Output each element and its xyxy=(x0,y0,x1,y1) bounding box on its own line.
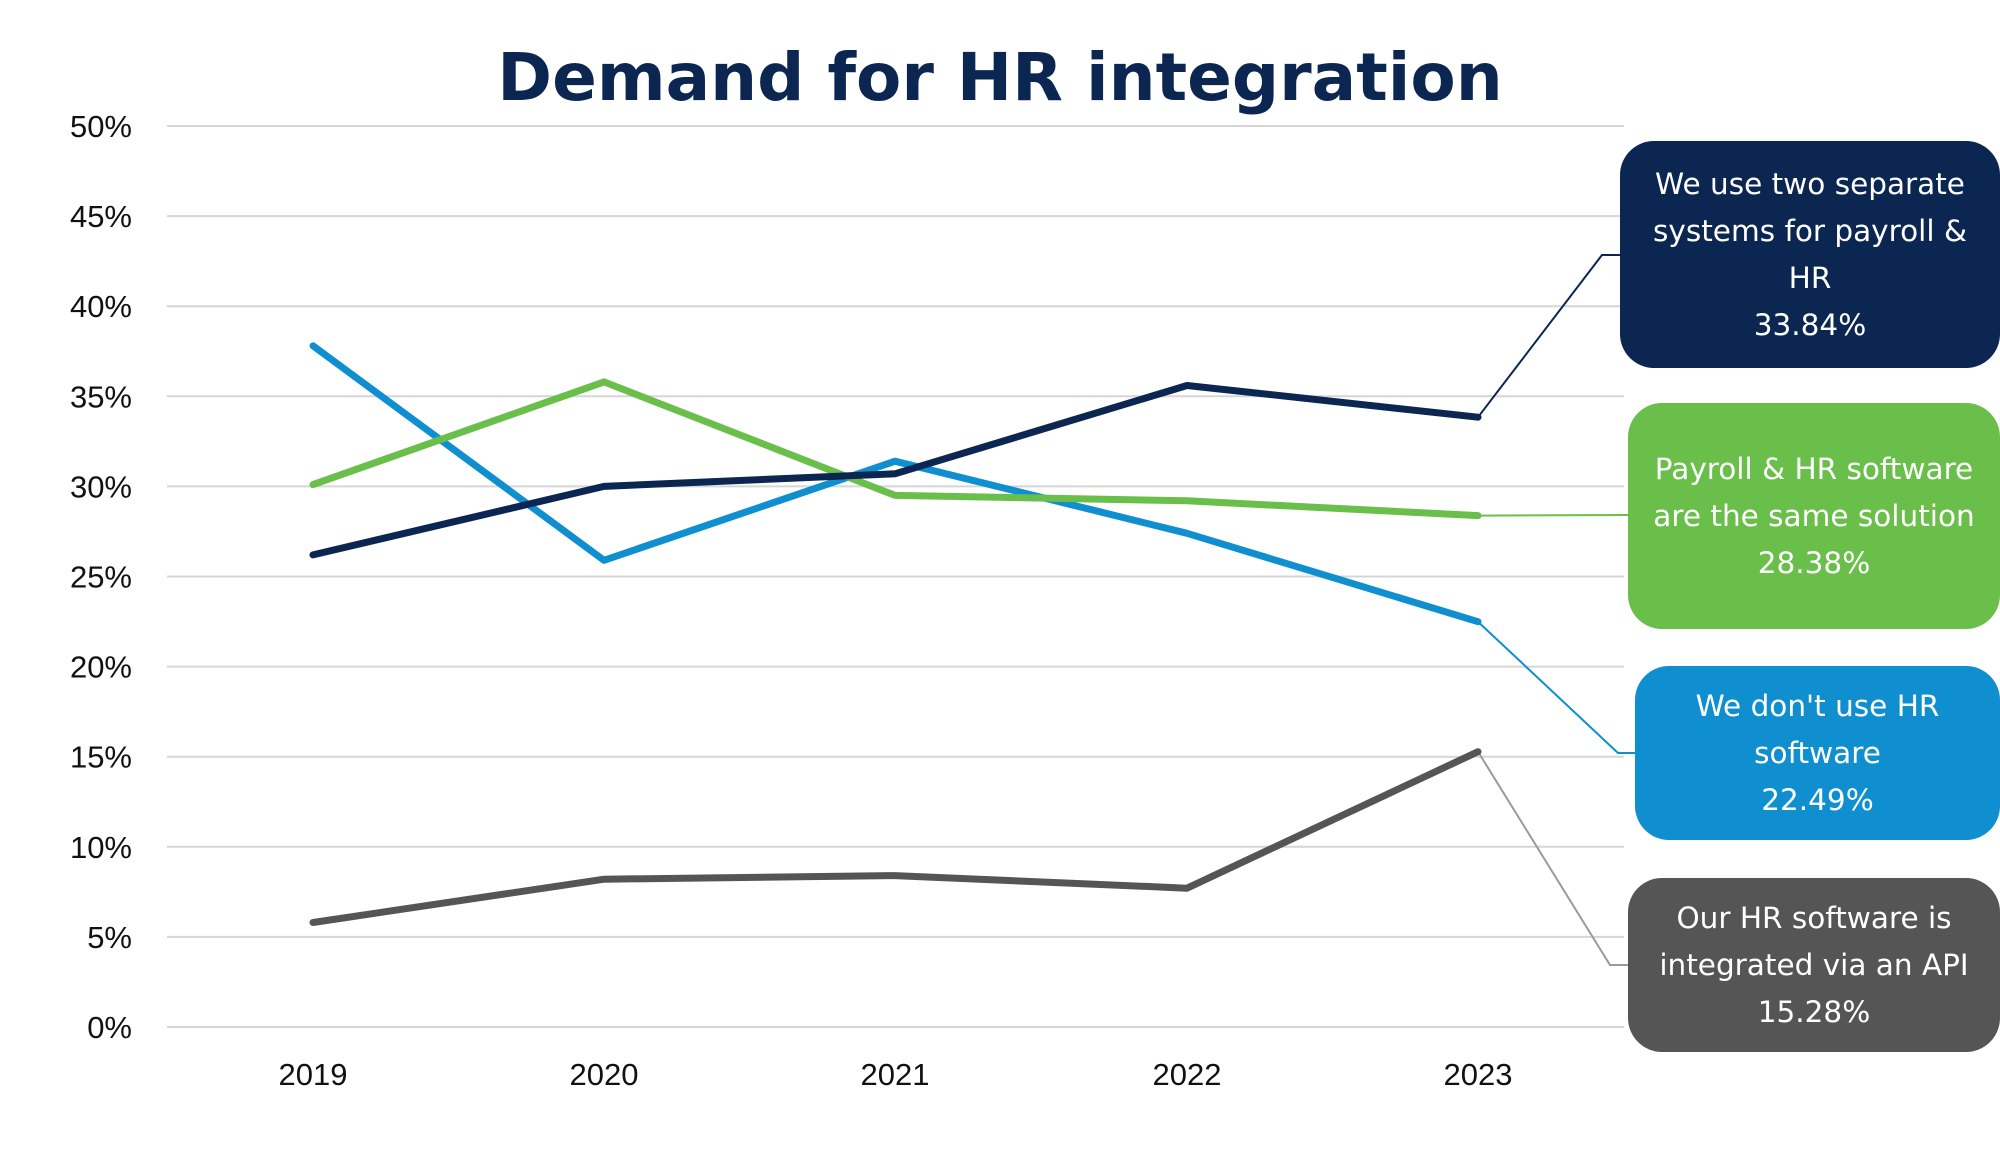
x-axis-tick-labels: 2019 2020 2021 2022 2023 xyxy=(279,1057,1513,1092)
series-value: 28.38% xyxy=(1757,545,1871,580)
callout-leader-line xyxy=(1477,514,1629,517)
series-value: 22.49% xyxy=(1761,782,1874,817)
y-tick-label: 50% xyxy=(70,109,132,144)
series-line xyxy=(309,382,1482,559)
y-tick-label: 15% xyxy=(70,740,132,775)
chart-title: Demand for HR integration xyxy=(497,39,1502,116)
y-tick-label: 45% xyxy=(70,199,132,234)
x-tick-label: 2021 xyxy=(861,1057,930,1092)
series-name: Payroll & HR software are the same solut… xyxy=(1653,451,1975,533)
series-line xyxy=(309,378,1482,520)
series-value: 15.28% xyxy=(1757,994,1871,1029)
y-axis-tick-labels: 0% 5% 10% 15% 20% 25% 30% 35% 40% 45% 50% xyxy=(70,109,132,1045)
callout-box: Payroll & HR software are the same solut… xyxy=(1628,403,2000,629)
y-tick-label: 0% xyxy=(87,1010,132,1045)
series-name: Our HR software is integrated via an API xyxy=(1659,900,1969,982)
callout-leader-line xyxy=(1477,621,1635,754)
y-tick-label: 35% xyxy=(70,379,132,414)
x-tick-label: 2022 xyxy=(1153,1057,1222,1092)
callout-box: Our HR software is integrated via an API… xyxy=(1628,878,2000,1052)
y-tick-label: 40% xyxy=(70,289,132,324)
y-tick-label: 5% xyxy=(87,920,132,955)
callout-leader-lines xyxy=(1477,254,1635,966)
y-tick-label: 30% xyxy=(70,469,132,504)
series-value: 33.84% xyxy=(1753,307,1867,342)
x-tick-label: 2019 xyxy=(279,1057,348,1092)
series-lines xyxy=(309,342,1482,926)
y-tick-label: 20% xyxy=(70,650,132,685)
y-tick-label: 25% xyxy=(70,560,132,595)
series-line xyxy=(309,342,1482,626)
x-tick-label: 2020 xyxy=(570,1057,639,1092)
callout-leader-line xyxy=(1477,751,1628,966)
series-name: We use two separate systems for payroll … xyxy=(1653,166,1967,295)
series-line xyxy=(309,748,1482,926)
series-name: We don't use HR software xyxy=(1695,688,1940,770)
y-tick-label: 10% xyxy=(70,830,132,865)
x-tick-label: 2023 xyxy=(1444,1057,1513,1092)
callout-leader-line xyxy=(1477,254,1620,418)
callout-box: We use two separate systems for payroll … xyxy=(1620,141,2000,368)
callout-box: We don't use HR software 22.49% xyxy=(1635,666,2000,840)
grid-lines xyxy=(167,125,1624,1028)
